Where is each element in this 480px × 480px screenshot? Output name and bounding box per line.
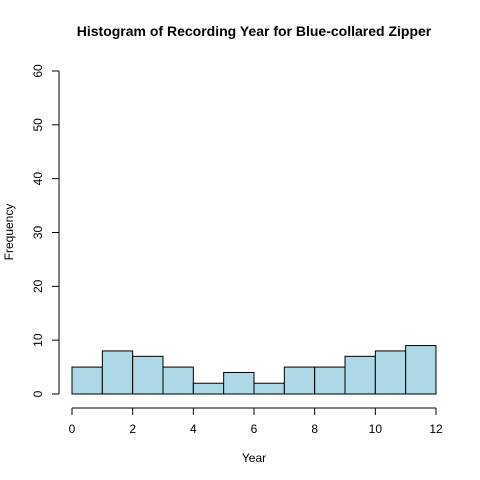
- x-tick-label: 4: [190, 422, 197, 436]
- histogram-bar: [71, 366, 103, 395]
- y-axis-label: Frequency: [2, 204, 16, 261]
- y-tick-label: 50: [31, 118, 45, 132]
- x-tick-label: 10: [369, 422, 383, 436]
- y-tick-label: 40: [31, 172, 45, 186]
- x-tick-label: 12: [429, 422, 443, 436]
- histogram-bar: [344, 355, 376, 395]
- x-tick-label: 6: [251, 422, 258, 436]
- histogram-bar: [314, 366, 346, 395]
- chart-title: Histogram of Recording Year for Blue-col…: [77, 23, 432, 39]
- x-tick-label: 8: [311, 422, 318, 436]
- x-axis: 0 2 4 6 8 10 12: [69, 407, 443, 436]
- x-tick-label: 0: [69, 422, 76, 436]
- histogram-bar: [162, 366, 194, 395]
- histogram-bar: [223, 371, 255, 395]
- histogram-bar: [405, 345, 437, 395]
- histogram-bar: [101, 350, 134, 395]
- y-tick-label: 30: [31, 226, 45, 240]
- y-tick-label: 10: [31, 333, 45, 347]
- histogram-bar: [253, 382, 285, 395]
- y-tick-label: 20: [31, 279, 45, 293]
- y-tick-label: 60: [31, 64, 45, 78]
- bars-group: [71, 345, 437, 395]
- y-axis: 0 10 20 30 40 50 60: [31, 64, 60, 397]
- x-axis-label: Year: [242, 451, 266, 465]
- histogram-bar: [374, 350, 407, 395]
- histogram-bar: [192, 382, 225, 395]
- histogram-bar: [132, 355, 164, 395]
- histogram-bar: [283, 366, 316, 395]
- y-tick-label: 0: [31, 390, 45, 397]
- x-tick-label: 2: [129, 422, 136, 436]
